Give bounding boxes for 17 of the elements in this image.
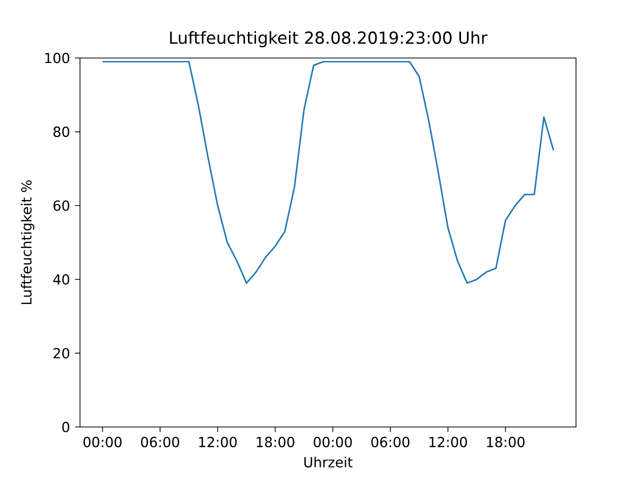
y-tick-label: 80 <box>54 126 70 138</box>
x-tick-label: 00:00 <box>314 436 352 448</box>
x-tick-label: 06:00 <box>371 436 410 448</box>
y-tick-label: 60 <box>54 200 70 211</box>
y-tick-label: 40 <box>53 274 70 285</box>
chart-title: Luftfeuchtigkeit 28.08.2019:23:00 Uhr <box>170 31 488 48</box>
x-axis-title: Uhrzeit <box>304 456 353 468</box>
y-tick-label: 0 <box>62 422 70 432</box>
x-tick-label: 06:00 <box>141 436 180 448</box>
y-tick-label: 20 <box>54 348 70 358</box>
x-tick-label: 18:00 <box>487 436 525 448</box>
y-axis-title: Luftfeuchtigkeit % <box>20 180 34 304</box>
x-tick-label: 18:00 <box>256 436 294 448</box>
x-tick-label: 00:00 <box>84 436 122 448</box>
x-tick-label: 12:00 <box>429 436 467 448</box>
y-tick-label: 100 <box>45 52 70 64</box>
x-tick-label: 12:00 <box>199 436 237 448</box>
